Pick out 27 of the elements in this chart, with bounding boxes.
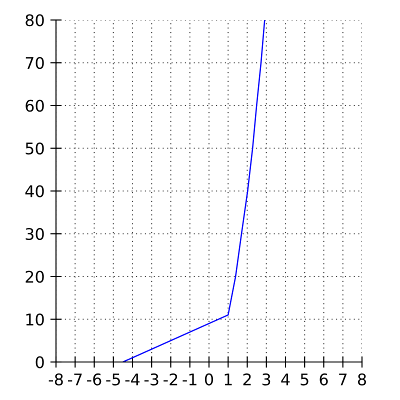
x-tick-label: -2 <box>164 373 178 386</box>
line-series <box>122 20 266 362</box>
x-tick-label: 4 <box>281 374 290 386</box>
y-tick-label: 30 <box>26 228 44 240</box>
x-tick-label: -1 <box>182 374 196 386</box>
x-tick-label: 8 <box>358 373 366 386</box>
x-tick-label: 7 <box>339 374 347 386</box>
x-tick-label: 6 <box>320 373 328 386</box>
x-tick-label: -4 <box>125 374 140 386</box>
x-tick-label: -6 <box>87 373 102 386</box>
y-tick-label: 0 <box>36 356 44 368</box>
x-tick-label: -7 <box>68 374 82 386</box>
x-tick-label: 5 <box>300 374 308 386</box>
y-tick-label: 40 <box>25 185 44 198</box>
x-tick-label: 3 <box>262 373 270 386</box>
y-tick-label: 10 <box>26 313 44 326</box>
x-tick-label: -8 <box>48 373 63 386</box>
y-tick-label: 50 <box>26 142 44 155</box>
x-tick-label: -3 <box>144 373 158 386</box>
y-tick-label: 70 <box>26 56 44 70</box>
y-tick-label: 20 <box>26 270 44 283</box>
x-tick-label: -5 <box>106 374 120 386</box>
x-tick-label: 0 <box>204 373 214 386</box>
x-tick-label: 1 <box>224 374 232 386</box>
y-tick-label: 80 <box>26 14 44 26</box>
x-tick-label: 2 <box>243 373 251 386</box>
y-tick-label: 60 <box>26 100 44 112</box>
